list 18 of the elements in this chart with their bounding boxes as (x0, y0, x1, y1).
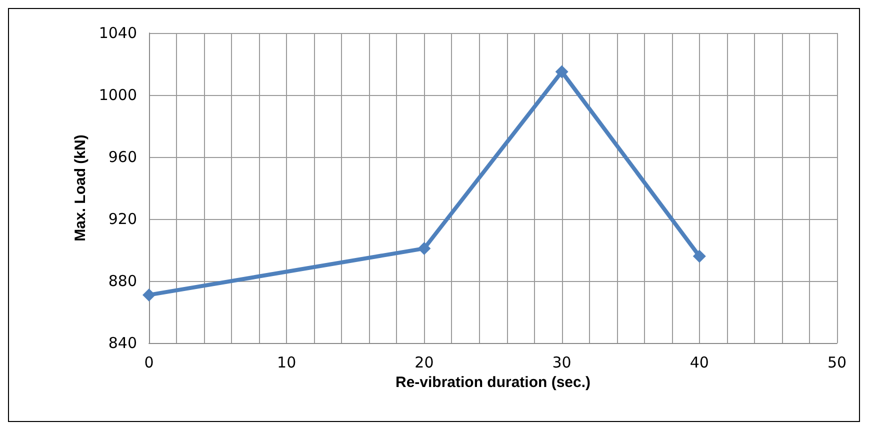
y-tick-label: 1040 (98, 24, 137, 42)
x-tick-label: 10 (277, 354, 296, 372)
x-tick-label: 0 (144, 354, 154, 372)
y-tick-label: 1000 (98, 86, 137, 104)
point (555, 65, 568, 78)
x-tick-label: 30 (552, 354, 572, 372)
point (142, 288, 156, 302)
y-tick-label: 960 (108, 148, 137, 166)
y-tick-label: 920 (108, 210, 137, 228)
y-axis-title: Max. Load (kN) (72, 134, 89, 242)
x-tick-label: 50 (827, 354, 847, 372)
x-tick-label: 20 (414, 354, 434, 372)
x-tick-label: 40 (690, 354, 709, 372)
x-axis-title: Re-vibration duration (sec.) (395, 374, 591, 391)
y-tick-label: 880 (108, 272, 137, 290)
y-tick-label: 840 (108, 334, 137, 352)
point (692, 250, 706, 263)
point (418, 242, 431, 255)
